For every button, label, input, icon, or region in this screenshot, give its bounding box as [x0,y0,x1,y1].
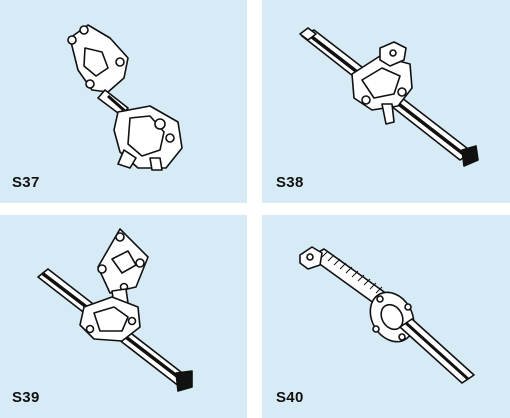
panel-s39[interactable]: S39 [0,215,247,418]
threaded-shaft-with-flange-illustration [299,246,475,384]
straight-shaft-with-bracket-illustration [299,27,479,167]
part-code: S39 [12,389,40,406]
gearbox-mount-with-shaft-illustration [67,24,183,171]
panel-s38[interactable]: S38 [262,0,510,203]
panel-s40[interactable]: S40 [262,215,510,418]
panel-s37[interactable]: S37 [0,0,247,203]
part-code: S40 [276,389,304,406]
part-code: S37 [12,174,40,191]
shaft-with-plate-mount-illustration [37,228,193,392]
part-code: S38 [276,174,304,191]
